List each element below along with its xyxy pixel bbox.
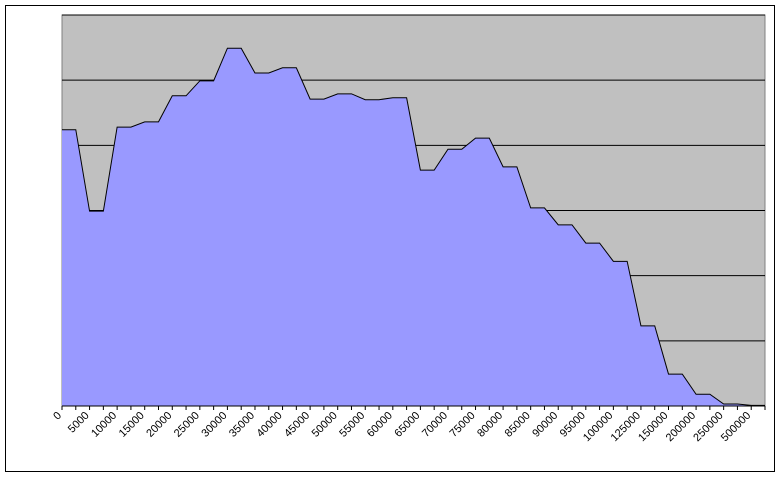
area [62, 48, 765, 407]
area-outline [62, 47, 765, 406]
